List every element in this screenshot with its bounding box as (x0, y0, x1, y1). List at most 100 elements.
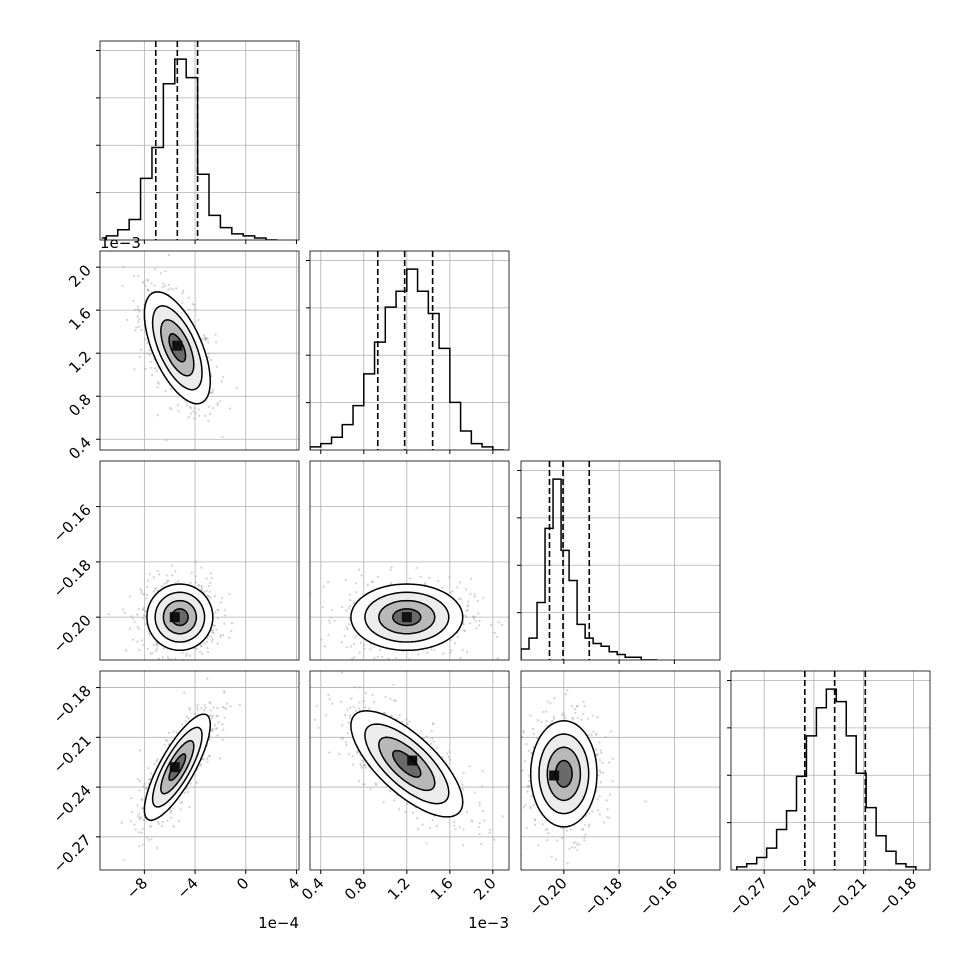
scatter-point (591, 714, 594, 717)
scatter-point (364, 764, 367, 767)
scatter-point (340, 641, 343, 644)
scatter-point (510, 801, 512, 803)
scatter-point (189, 412, 192, 415)
scatter-point (138, 310, 141, 313)
scatter-point (182, 289, 185, 292)
scatter-point (215, 628, 218, 631)
scatter-point (209, 702, 212, 705)
scatter-point (528, 785, 531, 788)
scatter-point (204, 337, 207, 340)
scatter-point (216, 642, 219, 645)
scatter-point (325, 714, 328, 717)
scatter-point (162, 647, 166, 650)
scatter-point (190, 571, 194, 574)
scatter-point (473, 615, 476, 619)
scatter-point (203, 334, 206, 337)
scatter-point (156, 643, 159, 646)
scatter-point (588, 823, 591, 826)
scatter-point (186, 790, 189, 794)
scatter-point (136, 640, 139, 643)
x-offset-label-0: 1e−4 (258, 914, 299, 932)
scatter-point (200, 588, 203, 591)
scatter-point (473, 593, 476, 596)
scatter-point (176, 404, 179, 407)
scatter-point (371, 694, 374, 697)
scatter-point (148, 349, 151, 352)
scatter-point (228, 407, 231, 410)
scatter-point (564, 693, 567, 696)
scatter-point (221, 738, 224, 741)
scatter-point (397, 808, 400, 811)
scatter-point (603, 821, 606, 824)
scatter-point (161, 285, 164, 289)
scatter-point (598, 813, 601, 816)
scatter-point (136, 308, 139, 311)
contour-line-0 (392, 749, 422, 778)
scatter-point (218, 400, 221, 403)
scatter-point (138, 318, 141, 321)
scatter-point (123, 858, 126, 861)
scatter-point (573, 708, 577, 711)
scatter-point (151, 652, 154, 655)
scatter-point (142, 281, 145, 284)
scatter-point (358, 701, 361, 704)
scatter-point (169, 388, 172, 391)
scatter-point (552, 715, 556, 719)
scatter-point (188, 706, 191, 710)
scatter-point (348, 593, 351, 596)
scatter-point (160, 585, 163, 588)
scatter-point (215, 727, 218, 730)
scatter-point (204, 337, 207, 340)
hist-step-0 (105, 58, 278, 240)
scatter-point (177, 410, 180, 413)
scatter-point (483, 819, 486, 822)
scatter-point (170, 408, 173, 411)
scatter-point (137, 607, 140, 611)
scatter-point (169, 816, 172, 819)
scatter-point (206, 757, 209, 761)
scatter-point (447, 756, 451, 759)
scatter-point (467, 600, 470, 603)
scatter-point (379, 648, 382, 652)
scatter-point (345, 626, 348, 629)
scatter-point (454, 642, 457, 645)
scatter-point (159, 272, 163, 275)
scatter-point (213, 595, 216, 598)
scatter-point (214, 333, 217, 336)
scatter-point (482, 596, 485, 599)
scatter-point (595, 732, 598, 735)
scatter-point (313, 718, 316, 721)
scatter-point (377, 575, 380, 578)
panel-frame (309, 250, 510, 451)
scatter-point (210, 576, 213, 580)
scatter-point (351, 763, 355, 766)
scatter-point (317, 726, 320, 729)
scatter-point (463, 629, 466, 632)
scatter-point (194, 712, 197, 715)
scatter-point (206, 647, 209, 650)
scatter-point (551, 719, 554, 723)
scatter-point (366, 583, 369, 587)
scatter-point (168, 406, 172, 410)
scatter-point (211, 727, 214, 731)
contour-line-3 (146, 583, 214, 652)
scatter-point (583, 839, 586, 842)
scatter-point (207, 405, 211, 408)
scatter-point (198, 764, 202, 767)
scatter-point (583, 836, 586, 839)
scatter-point (389, 661, 391, 663)
scatter-point (525, 826, 528, 829)
scatter-point (129, 820, 132, 823)
scatter-point (449, 639, 452, 642)
scatter-point (546, 839, 549, 842)
scatter-point (202, 590, 206, 594)
scatter-point (148, 632, 151, 636)
scatter-point (598, 795, 601, 798)
scatter-point (387, 657, 390, 660)
scatter-point (596, 752, 599, 756)
scatter-point (167, 254, 171, 257)
x-tick-label: −0.24 (776, 874, 821, 919)
scatter-point (147, 782, 150, 786)
scatter-point (150, 825, 153, 828)
scatter-point (171, 574, 174, 577)
